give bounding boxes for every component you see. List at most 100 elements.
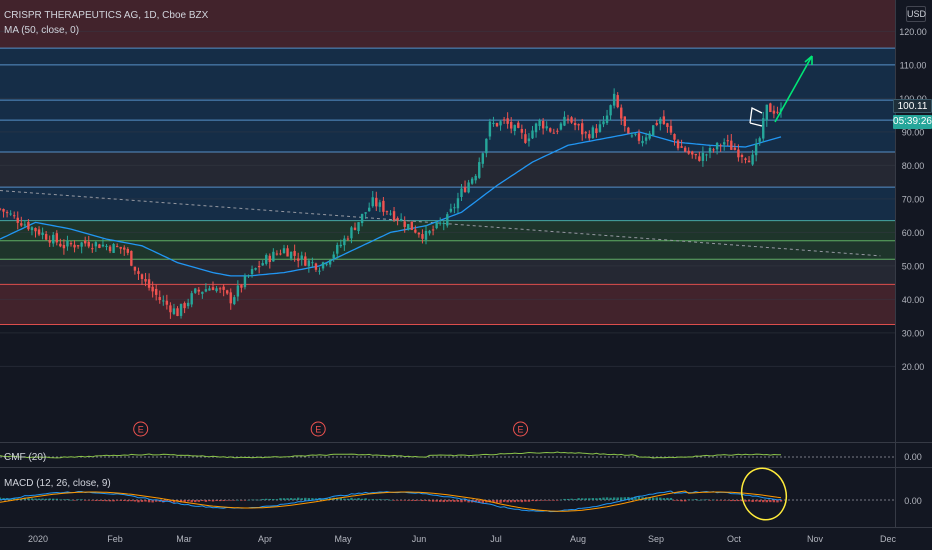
macd-histogram-bar [353, 498, 357, 500]
candle-body [694, 153, 697, 156]
candle-body [165, 300, 169, 305]
candle-body [414, 229, 417, 233]
candle-body [740, 154, 744, 158]
candle-body [126, 248, 129, 253]
earnings-marker[interactable]: E [310, 421, 326, 437]
candle-body [648, 133, 651, 139]
macd-histogram-bar [194, 500, 197, 503]
candle-body [2, 209, 5, 212]
macd-histogram-bar [158, 500, 161, 502]
price-zone [0, 284, 895, 325]
candle-body [204, 289, 208, 292]
macd-histogram-bar [169, 500, 172, 502]
macd-histogram-bar [261, 498, 264, 500]
macd-histogram-bar [399, 500, 403, 501]
candle-body [545, 126, 548, 129]
candle-body [605, 115, 609, 123]
candle-body [137, 271, 140, 274]
macd-histogram-bar [410, 500, 413, 501]
candle-body [119, 246, 122, 249]
macd-histogram-bar [634, 496, 637, 500]
candle-body [176, 308, 179, 317]
candle-body [215, 288, 218, 292]
candle-body [265, 255, 268, 264]
macd-histogram-bar [293, 498, 296, 500]
macd-histogram-bar [449, 500, 453, 502]
candle-body [630, 135, 634, 137]
macd-histogram-bar [598, 497, 602, 500]
macd-histogram-bar [698, 499, 701, 501]
candle-body [453, 207, 456, 209]
macd-histogram-bar [300, 498, 303, 500]
macd-histogram-bar [414, 500, 417, 501]
macd-histogram-bar [257, 499, 261, 501]
macd-histogram-bar [272, 499, 275, 500]
macd-histogram-bar [236, 499, 240, 501]
candle-body [144, 279, 147, 282]
macd-histogram-bar [779, 500, 783, 502]
candle-body [531, 130, 534, 139]
candle-body [73, 244, 76, 248]
candle-body [23, 224, 27, 226]
candle-body [169, 305, 172, 313]
candle-body [311, 262, 314, 264]
macd-histogram-bar [435, 500, 438, 502]
macd-histogram-bar [744, 500, 747, 502]
chart-grid [0, 0, 932, 528]
macd-histogram-bar [545, 500, 548, 501]
macd-histogram-bar [570, 498, 573, 500]
price-tick-label: 110.00 [900, 60, 927, 70]
macd-histogram-bar [289, 498, 293, 500]
candle-body [488, 121, 492, 137]
candle-body [520, 129, 524, 133]
macd-histogram-bar [719, 500, 722, 501]
macd-histogram-bar [680, 500, 683, 502]
macd-legend[interactable]: MACD (12, 26, close, 9) [4, 478, 111, 489]
candle-body [620, 107, 623, 119]
candle-body [222, 286, 225, 290]
macd-histogram-bar [588, 498, 591, 500]
candle-body [627, 127, 630, 134]
price-tick-label: 70.00 [902, 194, 925, 204]
candle-body [513, 125, 516, 132]
macd-histogram-bar [279, 498, 282, 500]
symbol-title[interactable]: CRISPR THERAPEUTICS AG, 1D, Cboe BZX [4, 10, 209, 21]
cmf-legend[interactable]: CMF (20) [4, 452, 47, 463]
candle-body [62, 244, 66, 249]
candle-body [183, 303, 186, 309]
price-tick-label: 90.00 [902, 127, 925, 137]
candle-body [360, 213, 364, 224]
candle-body [318, 270, 321, 272]
candle-body [371, 197, 374, 207]
candle-body [158, 297, 161, 301]
macd-histogram-bar [119, 500, 122, 501]
price-tick-label: 20.00 [902, 362, 925, 372]
candle-body [229, 292, 232, 304]
currency-button[interactable]: USD [906, 6, 926, 22]
candle-body [304, 256, 307, 266]
candle-body [13, 215, 16, 217]
candle-body [687, 150, 690, 154]
ma-legend[interactable]: MA (50, close, 0) [4, 25, 80, 36]
macd-histogram-bar [446, 500, 449, 502]
macd-histogram-bar [595, 498, 598, 500]
earnings-marker[interactable]: E [513, 421, 529, 437]
candle-body [698, 156, 701, 161]
candle-body [758, 138, 761, 142]
candle-body [591, 127, 595, 138]
macd-histogram-bar [762, 500, 765, 503]
earnings-marker[interactable]: E [133, 421, 149, 437]
candle-body [289, 251, 293, 259]
macd-histogram-bar [609, 497, 612, 500]
macd-histogram-bar [69, 499, 73, 501]
macd-histogram-bar [91, 500, 94, 501]
macd-histogram-bar [549, 500, 552, 501]
macd-histogram-bar [637, 496, 641, 500]
macd-histogram-bar [123, 500, 126, 501]
macd-histogram-bar [336, 497, 339, 500]
candle-body [261, 263, 264, 266]
time-tick-label: Feb [107, 534, 123, 544]
candle-body [719, 145, 722, 147]
earnings-label: E [315, 425, 321, 435]
